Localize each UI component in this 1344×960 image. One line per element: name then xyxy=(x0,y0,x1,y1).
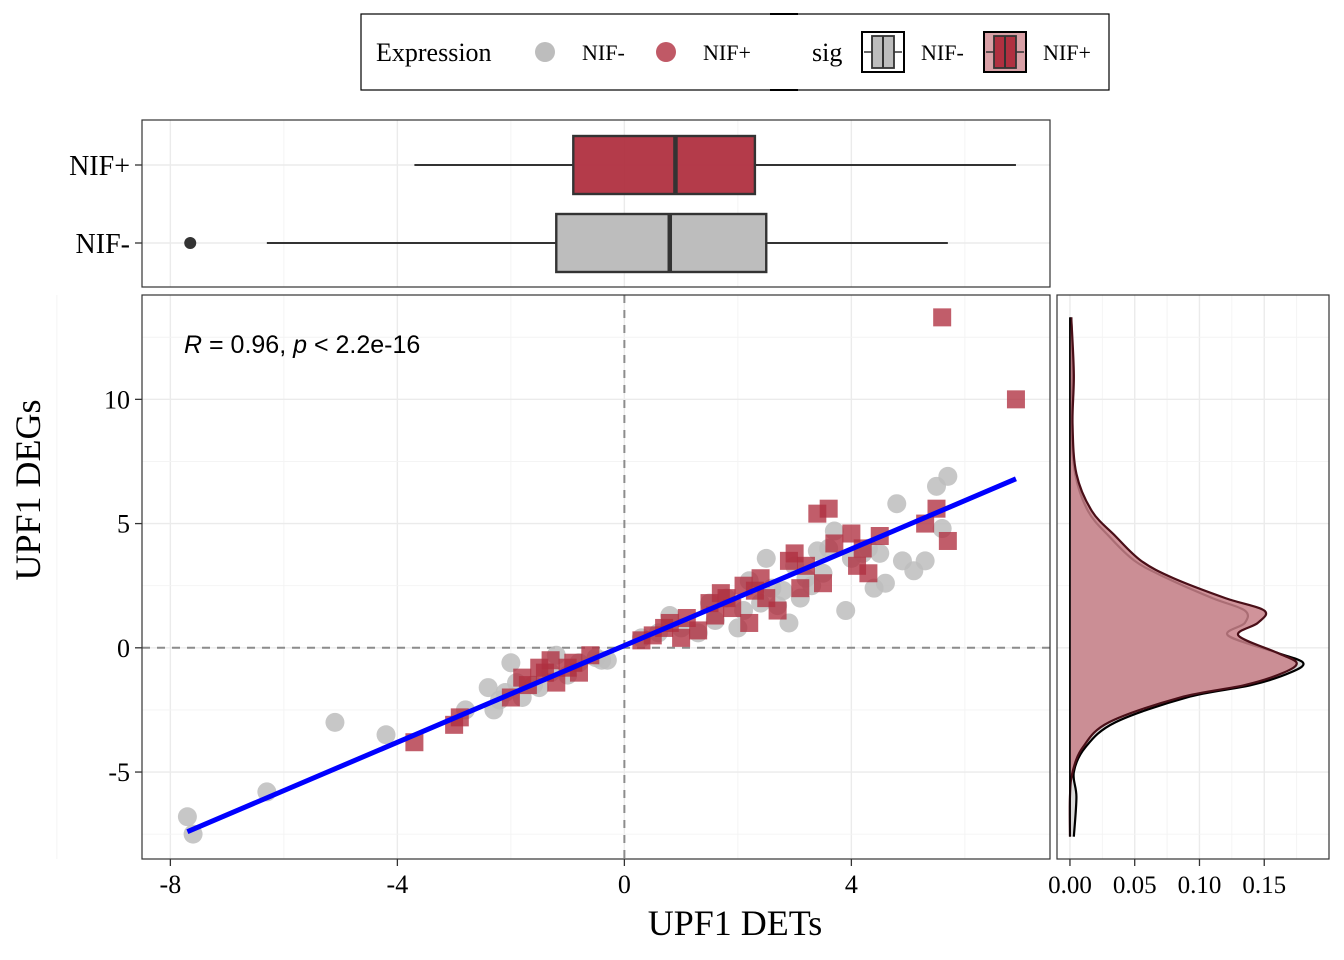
scatter-point-nif-plus xyxy=(791,579,810,598)
scatter-point-nif-plus xyxy=(672,628,691,647)
correlation-annotation: R = 0.96, p < 2.2e-16 xyxy=(184,331,420,359)
density-curves xyxy=(1068,317,1305,837)
box-category-label: NIF- xyxy=(76,229,130,260)
boxplot-marks xyxy=(184,134,1016,274)
legend: Expression NIF- NIF+ sig NIF- NIF+ xyxy=(360,13,1110,91)
scatter-point-nif-minus xyxy=(915,551,935,571)
x-axis-title: UPF1 DETs xyxy=(648,903,823,943)
scatter-point-nif-plus xyxy=(1006,390,1025,409)
scatter-point-nif-plus xyxy=(689,621,708,640)
y-tick-label: 5 xyxy=(117,510,130,539)
boxplot-frame xyxy=(141,119,1051,288)
scatter-point-nif-plus xyxy=(933,308,952,327)
legend-expression-title: Expression xyxy=(376,38,492,67)
scatter-point-nif-minus xyxy=(938,466,958,486)
scatter-point-nif-plus xyxy=(541,651,560,670)
density-x-tick-label: 0.10 xyxy=(1178,872,1222,899)
scatter-point-nif-plus xyxy=(938,531,957,550)
density-panel: 0.00 0.05 0.10 0.15 xyxy=(1048,294,1330,899)
box-category-label: NIF+ xyxy=(69,151,130,182)
scatter-x-axis: -8 -4 0 4 xyxy=(160,859,858,899)
annotation-r-value: = 0.96, xyxy=(202,331,293,359)
scatter-point-nif-minus xyxy=(836,601,856,621)
x-tick-label: 0 xyxy=(618,870,631,899)
legend-key-sig-nif-minus xyxy=(861,31,905,73)
y-axis-title: UPF1 DEGs xyxy=(8,399,48,580)
scatter-point-nif-plus xyxy=(740,613,759,632)
scatter-point-nif-minus xyxy=(773,581,793,601)
annotation-p-value: < 2.2e-16 xyxy=(307,331,420,359)
regression-line xyxy=(186,476,1017,834)
x-tick-label: 4 xyxy=(845,870,858,899)
density-area-nif-plus xyxy=(1069,317,1297,837)
scatter-point-nif-plus xyxy=(842,524,861,543)
density-x-tick-label: 0.05 xyxy=(1113,872,1157,899)
legend-key-sig-nif-plus xyxy=(983,31,1027,73)
scatter-frame xyxy=(141,294,1051,860)
scatter-point-nif-minus xyxy=(478,678,498,698)
scatter-point-nif-minus xyxy=(501,653,521,673)
legend-key-nif-minus-circle xyxy=(535,42,555,62)
scatter-point-nif-plus xyxy=(825,534,844,553)
scatter-point-nif-plus xyxy=(819,499,838,518)
legend-sig-title: sig xyxy=(812,38,842,67)
scatter-point-nif-minus xyxy=(376,725,396,745)
y-tick-label: 10 xyxy=(104,385,130,414)
y-tick-label: -5 xyxy=(108,758,130,787)
legend-sig-label-nif-plus: NIF+ xyxy=(1043,40,1091,65)
scatter-point-nif-plus xyxy=(859,564,878,583)
scatter-point-nif-plus xyxy=(768,601,787,620)
scatter-fit-line xyxy=(186,476,1017,834)
scatter-background xyxy=(142,295,1050,859)
density-x-axis: 0.00 0.05 0.10 0.15 xyxy=(1048,859,1286,899)
boxplot-panel: NIF+ NIF- xyxy=(69,119,1051,288)
density-x-tick-label: 0.15 xyxy=(1242,872,1286,899)
y-tick-label: 0 xyxy=(117,634,130,663)
box-iqr-nif-minus xyxy=(555,212,768,274)
x-tick-label: -8 xyxy=(160,870,182,899)
box-iqr-nif-plus xyxy=(572,134,757,196)
scatter-point-nif-minus xyxy=(756,548,776,568)
scatter-y-axis: -5 0 5 10 xyxy=(104,385,142,787)
legend-label-nif-plus: NIF+ xyxy=(703,40,751,65)
boxplot-category-axis: NIF+ NIF- xyxy=(69,151,142,260)
density-frame xyxy=(1056,294,1330,860)
scatter-point-nif-minus xyxy=(875,573,895,593)
scatter-point-nif-minus xyxy=(870,543,890,563)
scatter-point-nif-minus xyxy=(177,807,197,827)
annotation-r-symbol: R xyxy=(184,331,202,359)
density-x-tick-label: 0.00 xyxy=(1048,872,1092,899)
legend-sig-label-nif-minus: NIF- xyxy=(921,40,964,65)
scatter-panel: -8 -4 0 4 -5 0 5 10 R = 0.96, p < 2.2e-16 UPF1… xyxy=(8,294,1051,943)
scatter-point-nif-plus xyxy=(751,569,770,588)
legend-key-nif-plus-circle xyxy=(656,42,676,62)
annotation-p-symbol: p xyxy=(292,331,307,359)
scatter-point-nif-minus xyxy=(887,494,907,514)
density-curve-nif-plus xyxy=(1068,317,1298,837)
scatter-point-nif-minus xyxy=(325,712,345,732)
box-outlier-nif-minus xyxy=(184,237,197,249)
x-tick-label: -4 xyxy=(387,870,409,899)
scatter-point-nif-plus xyxy=(814,574,832,593)
legend-label-nif-minus: NIF- xyxy=(582,40,625,65)
